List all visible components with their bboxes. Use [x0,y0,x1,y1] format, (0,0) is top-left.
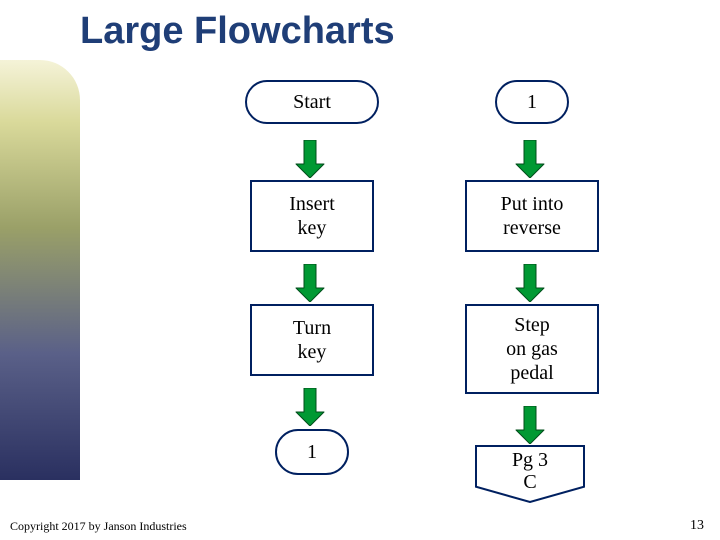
flow-arrow [514,264,546,302]
process-box: Stepon gaspedal [465,304,599,394]
process-label: Put intoreverse [501,192,564,240]
offpage-connector: Pg 3C [475,445,585,503]
flow-arrow [294,140,326,178]
flow-arrow [294,264,326,302]
process-box: Insertkey [250,180,374,252]
process-box: Turnkey [250,304,374,376]
slide-gradient-decoration [0,60,80,480]
process-box: Put intoreverse [465,180,599,252]
copyright-footer: Copyright 2017 by Janson Industries [10,519,187,534]
process-label: Turnkey [293,316,331,364]
flow-arrow [294,388,326,426]
terminator-1: 1 [495,80,569,124]
offpage-label: Pg 3C [475,445,585,493]
flow-arrow [514,140,546,178]
terminator-1: 1 [275,429,349,475]
page-number: 13 [690,518,704,534]
flow-arrow [514,406,546,444]
terminator-start: Start [245,80,379,124]
page-title: Large Flowcharts [80,10,395,53]
process-label: Insertkey [289,192,335,240]
process-label: Stepon gaspedal [506,313,558,385]
